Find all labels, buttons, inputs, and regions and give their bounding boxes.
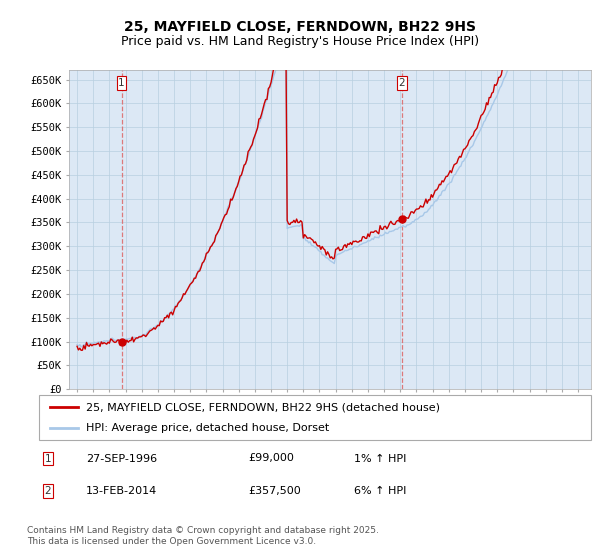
Text: £99,000: £99,000 — [249, 454, 295, 464]
Text: 1: 1 — [118, 78, 125, 88]
Text: 13-FEB-2014: 13-FEB-2014 — [86, 486, 157, 496]
Text: 6% ↑ HPI: 6% ↑ HPI — [353, 486, 406, 496]
Text: 27-SEP-1996: 27-SEP-1996 — [86, 454, 157, 464]
Text: 25, MAYFIELD CLOSE, FERNDOWN, BH22 9HS: 25, MAYFIELD CLOSE, FERNDOWN, BH22 9HS — [124, 20, 476, 34]
Text: HPI: Average price, detached house, Dorset: HPI: Average price, detached house, Dors… — [86, 423, 329, 433]
Text: 25, MAYFIELD CLOSE, FERNDOWN, BH22 9HS (detached house): 25, MAYFIELD CLOSE, FERNDOWN, BH22 9HS (… — [86, 402, 440, 412]
Text: 1% ↑ HPI: 1% ↑ HPI — [353, 454, 406, 464]
Text: 2: 2 — [398, 78, 405, 88]
FancyBboxPatch shape — [39, 395, 591, 440]
Text: Contains HM Land Registry data © Crown copyright and database right 2025.
This d: Contains HM Land Registry data © Crown c… — [27, 526, 379, 546]
Text: Price paid vs. HM Land Registry's House Price Index (HPI): Price paid vs. HM Land Registry's House … — [121, 35, 479, 48]
Text: 2: 2 — [44, 486, 51, 496]
Text: £357,500: £357,500 — [249, 486, 302, 496]
Text: 1: 1 — [44, 454, 51, 464]
